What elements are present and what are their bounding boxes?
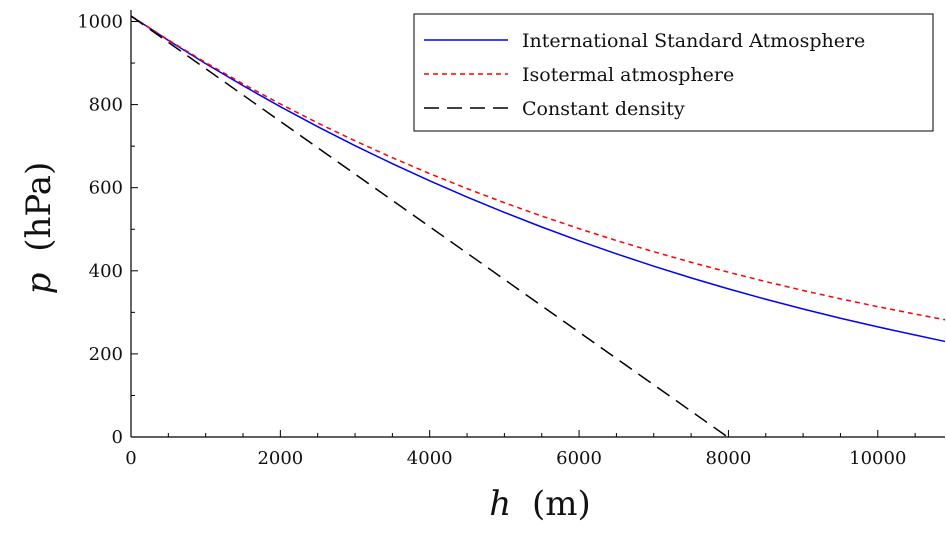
x-tick-label: 4000: [407, 448, 453, 469]
y-tick-label: 400: [89, 261, 123, 282]
x-axis-var: h: [489, 484, 511, 524]
y-tick-label: 1000: [77, 12, 123, 33]
legend-box: [413, 13, 934, 132]
x-tick-label: 2000: [257, 448, 303, 469]
x-tick-label: 8000: [706, 448, 752, 469]
x-tick-label: 0: [125, 448, 136, 469]
series-lines: [130, 15, 946, 438]
legend-label-constant-density: Constant density: [522, 98, 685, 120]
x-axis-unit: (m): [532, 484, 591, 524]
x-axis-title: h (m): [489, 484, 591, 524]
y-axis-unit: (hPa): [19, 162, 59, 252]
series-line-2: [130, 15, 729, 438]
legend: International Standard Atmosphere Isoter…: [413, 13, 934, 132]
y-axis-var: p: [19, 273, 59, 295]
x-tick-label: 10000: [849, 448, 906, 469]
y-tick-label: 800: [89, 95, 123, 116]
legend-label-isothermal: Isotermal atmosphere: [522, 64, 734, 86]
y-axis-title: p (hPa): [19, 162, 59, 295]
series-line-1: [130, 15, 946, 321]
y-tick-label: 0: [112, 427, 123, 448]
y-tick-label: 600: [89, 178, 123, 199]
series-line-0: [130, 15, 946, 343]
x-tick-label: 6000: [556, 448, 602, 469]
axes: 0 2000 4000 6000 8000 10000 0 200 400 600 800 1000: [77, 10, 945, 469]
y-tick-label: 200: [89, 344, 123, 365]
legend-label-isa: International Standard Atmosphere: [522, 30, 865, 52]
